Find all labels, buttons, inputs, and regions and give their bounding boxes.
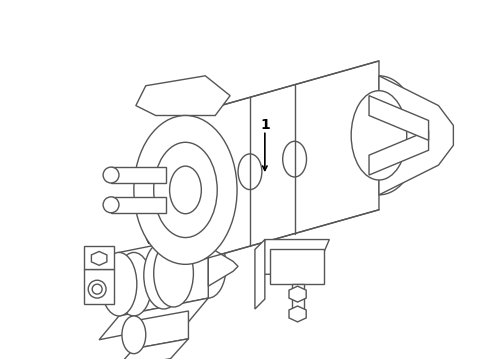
Polygon shape <box>208 247 238 286</box>
Polygon shape <box>119 235 208 316</box>
Ellipse shape <box>92 284 102 294</box>
Polygon shape <box>369 96 429 140</box>
Polygon shape <box>292 289 303 314</box>
Ellipse shape <box>103 167 119 183</box>
Ellipse shape <box>122 316 146 354</box>
Ellipse shape <box>101 252 137 316</box>
Polygon shape <box>270 249 324 284</box>
Polygon shape <box>111 167 166 183</box>
Ellipse shape <box>103 197 119 213</box>
Text: 2: 2 <box>144 197 154 211</box>
Polygon shape <box>260 239 329 274</box>
Polygon shape <box>369 130 429 175</box>
Ellipse shape <box>154 142 217 238</box>
Polygon shape <box>136 76 230 116</box>
Polygon shape <box>292 284 303 294</box>
Polygon shape <box>289 306 306 322</box>
Ellipse shape <box>238 154 262 190</box>
Polygon shape <box>84 269 114 304</box>
Ellipse shape <box>351 91 407 180</box>
Ellipse shape <box>144 242 183 309</box>
Polygon shape <box>134 311 189 349</box>
Polygon shape <box>99 298 208 340</box>
Polygon shape <box>116 339 189 360</box>
Polygon shape <box>379 76 453 195</box>
Ellipse shape <box>116 252 152 316</box>
Ellipse shape <box>283 141 307 177</box>
Polygon shape <box>255 239 265 309</box>
Ellipse shape <box>170 166 201 214</box>
Ellipse shape <box>339 76 418 195</box>
Polygon shape <box>289 286 306 302</box>
Polygon shape <box>84 247 114 269</box>
Ellipse shape <box>154 239 194 307</box>
Ellipse shape <box>88 280 106 298</box>
Text: 1: 1 <box>260 118 270 132</box>
Polygon shape <box>92 251 107 265</box>
Polygon shape <box>185 61 379 264</box>
Polygon shape <box>111 197 166 213</box>
Ellipse shape <box>191 235 226 298</box>
Ellipse shape <box>134 116 237 264</box>
